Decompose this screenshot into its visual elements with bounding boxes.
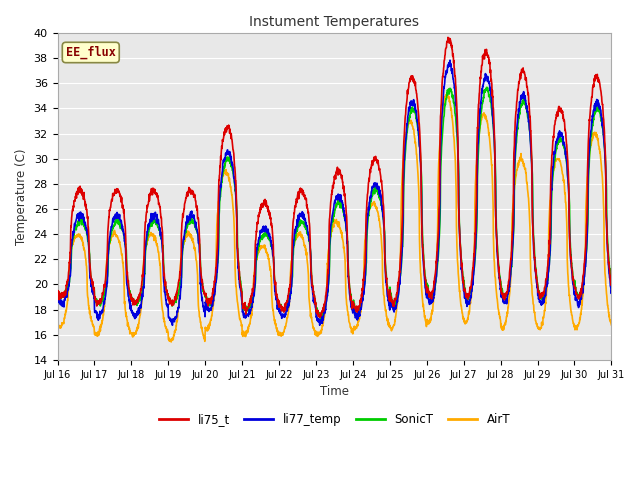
Y-axis label: Temperature (C): Temperature (C) xyxy=(15,148,28,245)
X-axis label: Time: Time xyxy=(320,385,349,398)
Title: Instument Temperatures: Instument Temperatures xyxy=(250,15,419,29)
Text: EE_flux: EE_flux xyxy=(66,46,116,59)
Legend: li75_t, li77_temp, SonicT, AirT: li75_t, li77_temp, SonicT, AirT xyxy=(154,408,515,431)
